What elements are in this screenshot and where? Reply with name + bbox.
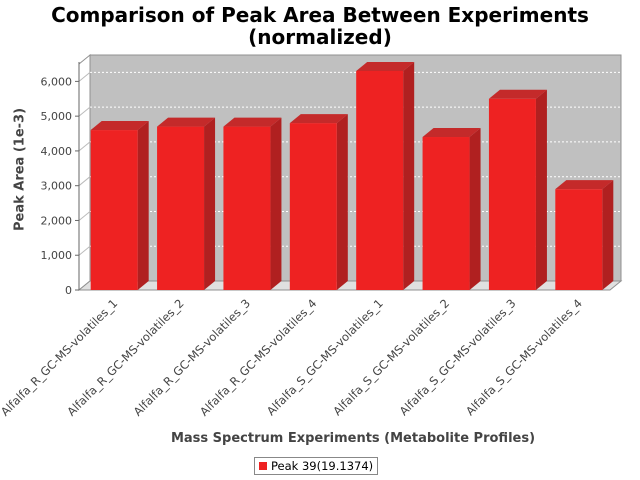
bar-top [356,61,415,71]
chart-title-line2: (normalized) [248,25,392,49]
x-tick-label: Alfalfa_R_GC-MS-volatiles_4 [197,296,319,418]
bar [555,189,603,290]
bar-side [469,128,481,290]
y-tick-label: 5,000 [41,110,73,123]
legend: Peak 39(19.1374) [254,457,379,475]
y-tick-label: 6,000 [41,75,73,88]
bar [356,70,404,290]
bar-side [270,117,282,290]
grid-line-side [78,176,91,187]
chart-title-line1: Comparison of Peak Area Between Experime… [51,3,589,27]
legend-label: Peak 39(19.1374) [271,459,374,473]
x-tick-label: Alfalfa_S_GC-MS-volatiles_3 [397,296,519,418]
bar [422,137,470,290]
x-tick-label: Alfalfa_R_GC-MS-volatiles_2 [64,296,186,418]
bar-side [602,180,614,290]
bar-top [422,128,481,138]
bar-side [336,114,348,290]
x-tick-label: Alfalfa_S_GC-MS-volatiles_1 [264,296,386,418]
grid-line-side [78,245,91,256]
legend-swatch [259,462,267,470]
bar-top [289,114,348,124]
bar-top [90,121,149,131]
bar-side [137,121,149,290]
grid-line-side [78,211,91,221]
x-tick-label: Alfalfa_S_GC-MS-volatiles_2 [330,296,452,418]
grid-line-side [78,106,91,117]
x-axis-label: Mass Spectrum Experiments (Metabolite Pr… [170,431,536,446]
bar [289,123,337,290]
bar [90,130,138,290]
bar-top [157,117,216,127]
y-tick-label: 2,000 [41,214,73,227]
bar-side [403,61,415,291]
y-axis-label: Peak Area (1e-3) [12,107,28,232]
y-tick-label: 4,000 [41,145,73,158]
bar [157,126,205,290]
y-tick-label: 1,000 [41,249,73,262]
bar-top [555,180,614,190]
x-tick-label: Alfalfa_R_GC-MS-volatiles_1 [0,296,120,418]
y-tick-label: 0 [65,284,72,297]
bar-top [223,117,282,127]
grid-line-side [78,71,91,82]
x-tick-label: Alfalfa_S_GC-MS-volatiles_4 [463,296,585,418]
bar-side [535,89,547,291]
bar [223,126,271,290]
x-tick-label: Alfalfa_R_GC-MS-volatiles_3 [131,296,253,418]
bar-side [204,117,216,290]
grid-line-side [78,141,91,152]
bar-top [488,89,547,99]
y-tick-label: 3,000 [41,180,73,193]
plot-left-wall [78,53,91,292]
bar [488,98,536,291]
